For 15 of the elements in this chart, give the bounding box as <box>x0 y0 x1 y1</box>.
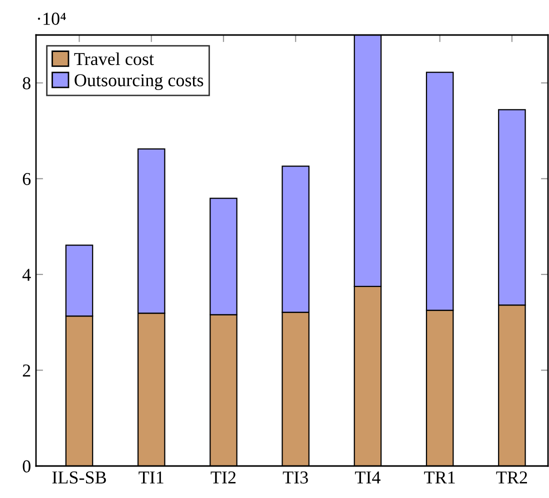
x-tick-label: TR1 <box>424 471 455 484</box>
x-tick-label: TI1 <box>138 471 164 484</box>
legend-label: Travel cost <box>74 52 154 66</box>
y-tick-label: 6 <box>22 172 31 186</box>
y-tick-label: 4 <box>22 268 31 281</box>
x-tick-label: TR2 <box>496 471 527 484</box>
legend-label: Outsourcing costs <box>74 74 204 90</box>
x-tick-label: TI2 <box>210 471 236 484</box>
x-tick-label: ILS-SB <box>52 471 106 484</box>
text: ·10⁴ <box>38 12 66 25</box>
y-tick-label: 2 <box>22 364 30 376</box>
y-tick-label: 0 <box>22 460 30 472</box>
x-tick-label: TI4 <box>355 472 380 484</box>
x-tick-label: TI3 <box>282 471 308 484</box>
y-tick-label: 8 <box>22 77 30 90</box>
